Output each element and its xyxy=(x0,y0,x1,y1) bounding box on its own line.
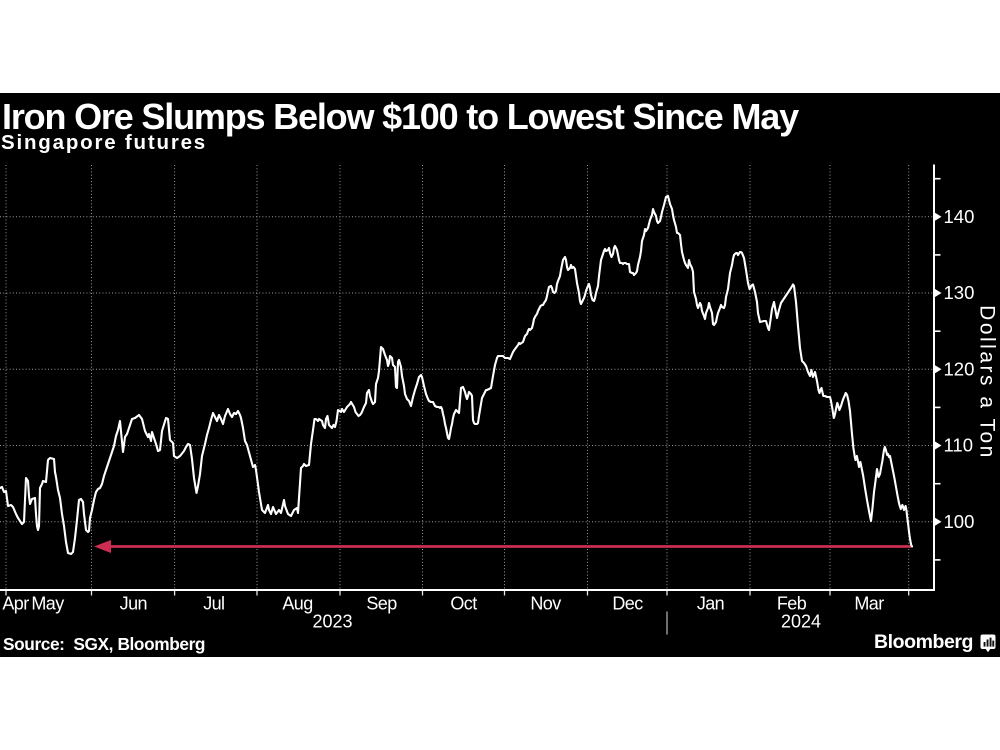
svg-text:Dec: Dec xyxy=(612,594,643,614)
svg-text:Feb: Feb xyxy=(777,594,807,614)
svg-text:Mar: Mar xyxy=(854,594,884,614)
svg-text:140: 140 xyxy=(944,206,975,227)
svg-text:120: 120 xyxy=(944,358,975,379)
svg-text:2023: 2023 xyxy=(312,612,352,632)
svg-text:Jul: Jul xyxy=(203,594,224,614)
svg-text:130: 130 xyxy=(944,282,975,303)
svg-text:Sep: Sep xyxy=(366,594,397,614)
svg-text:May: May xyxy=(31,594,64,614)
svg-text:Jan: Jan xyxy=(697,594,724,614)
svg-text:Oct: Oct xyxy=(450,594,477,614)
svg-text:110: 110 xyxy=(944,435,974,456)
svg-text:100: 100 xyxy=(944,511,975,532)
svg-text:Nov: Nov xyxy=(530,594,561,614)
svg-text:Dollars a Ton: Dollars a Ton xyxy=(976,305,999,460)
svg-text:Aug: Aug xyxy=(282,594,312,614)
svg-text:2024: 2024 xyxy=(781,612,821,632)
svg-text:Jun: Jun xyxy=(120,594,147,614)
svg-text:Apr: Apr xyxy=(2,594,29,614)
